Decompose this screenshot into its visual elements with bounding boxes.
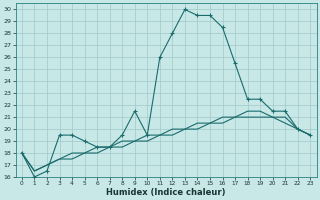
X-axis label: Humidex (Indice chaleur): Humidex (Indice chaleur) bbox=[106, 188, 226, 197]
